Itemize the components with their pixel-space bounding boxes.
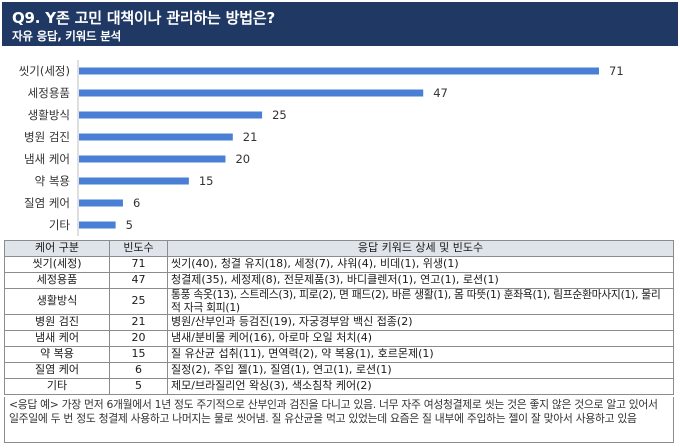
bar [79,67,599,75]
value-label: 15 [199,174,214,188]
row-category: 병원 검진 [4,314,110,331]
row-category: 기타 [4,378,110,395]
header-banner: Q9. Y존 고민 대책이나 관리하는 방법은? 자유 응답, 키워드 분석 [2,2,678,46]
table-row: 기타 5 제모/브라질리언 왁싱(3), 색소침착 케어(2) [4,378,674,395]
row-keywords: 청결제(35), 세정제(8), 전문제품(3), 바디클렌저(1), 연고(1… [167,272,674,289]
bar [79,89,424,97]
value-label: 6 [133,196,140,210]
value-label: 25 [272,108,287,122]
bar [79,199,123,207]
value-label: 5 [126,218,133,232]
row-count: 5 [109,378,168,395]
page-subtitle: 자유 응답, 키워드 분석 [12,29,121,43]
row-keywords: 질정(2), 주입 젤(1), 질염(1), 연고(1), 로션(1) [167,362,674,379]
value-label: 47 [433,86,448,100]
row-category: 약 복용 [4,346,110,363]
value-label: 20 [235,152,250,166]
table-row: 세정용품 47 청결제(35), 세정제(8), 전문제품(3), 바디클렌저(… [4,272,674,289]
row-count: 15 [109,346,168,363]
table-header-row: 케어 구분 빈도수 응답 키워드 상세 및 빈도수 [4,240,674,257]
table-row: 질염 케어 6 질정(2), 주입 젤(1), 질염(1), 연고(1), 로션… [4,362,674,379]
category-label: 생활방식 [28,108,70,122]
row-keywords: 통풍 속옷(13), 스트레스(3), 피로(2), 면 패드(2), 바른 생… [167,288,674,315]
row-category: 세정용품 [4,272,110,289]
keyword-table: 케어 구분 빈도수 응답 키워드 상세 및 빈도수 씻기(세정) 71 씻기(4… [4,240,674,395]
category-label: 씻기(세정) [19,64,70,78]
page-title: Q9. Y존 고민 대책이나 관리하는 방법은? [12,9,275,27]
table-row: 병원 검진 21 병원/산부인과 등검진(19), 자궁경부암 백신 접종(2) [4,314,674,331]
bar [79,133,233,141]
row-keywords: 씻기(40), 청결 유지(18), 세정(7), 샤워(4), 비데(1), … [167,256,674,273]
category-label: 약 복용 [35,174,70,188]
bar-chart: 씻기(세정) 71 세정용품 47 생활방식 25 병원 검진 21 냄새 케어 20 약 복용 15… [19,60,624,236]
row-count: 71 [109,256,168,273]
bar [79,111,263,119]
row-keywords: 제모/브라질리언 왁싱(3), 색소침착 케어(2) [167,378,674,395]
row-category: 생활방식 [4,288,110,315]
category-label: 세정용품 [28,86,70,100]
value-label: 71 [609,64,624,78]
category-label: 병원 검진 [24,130,70,144]
row-count: 20 [109,330,168,347]
header-keywords: 응답 키워드 상세 및 빈도수 [167,240,674,257]
value-label: 21 [243,130,258,144]
row-category: 질염 케어 [4,362,110,379]
category-label: 기타 [49,218,71,232]
bar [79,177,189,185]
table-row: 냄새 케어 20 냄새/분비물 케어(16), 아로마 오일 처치(4) [4,330,674,347]
row-count: 21 [109,314,168,331]
row-count: 25 [109,288,168,315]
category-label: 질염 케어 [24,196,70,210]
row-keywords: 병원/산부인과 등검진(19), 자궁경부암 백신 접종(2) [167,314,674,331]
table-row: 씻기(세정) 71 씻기(40), 청결 유지(18), 세정(7), 샤워(4… [4,256,674,273]
response-example-note: <응답 예> 가장 먼저 6개월에서 1년 정도 주기적으로 산부인과 검진을 … [4,397,674,443]
header-category: 케어 구분 [4,240,110,257]
header-count: 빈도수 [109,240,168,257]
row-keywords: 냄새/분비물 케어(16), 아로마 오일 처치(4) [167,330,674,347]
row-count: 6 [109,362,168,379]
bar [79,221,116,229]
category-label: 냄새 케어 [24,152,70,166]
table-row: 약 복용 15 질 유산균 섭취(11), 면역력(2), 약 복용(1), 호… [4,346,674,363]
bar [79,155,226,163]
row-category: 냄새 케어 [4,330,110,347]
row-category: 씻기(세정) [4,256,110,273]
table-row: 생활방식 25 통풍 속옷(13), 스트레스(3), 피로(2), 면 패드(… [4,288,674,315]
row-count: 47 [109,272,168,289]
row-keywords: 질 유산균 섭취(11), 면역력(2), 약 복용(1), 호르몬제(1) [167,346,674,363]
